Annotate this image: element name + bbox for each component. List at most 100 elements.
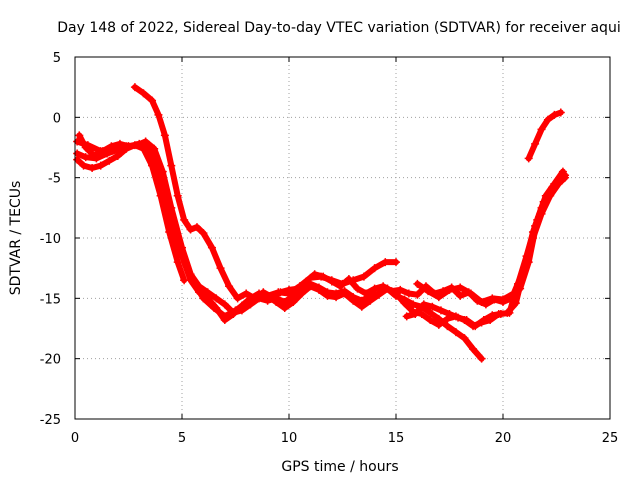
data-point [220, 300, 229, 309]
data-point [528, 234, 537, 242]
data-point [285, 289, 293, 298]
data-point [88, 164, 97, 173]
data-point [323, 291, 332, 300]
data-point [188, 276, 197, 285]
data-point [531, 139, 540, 148]
data-point [154, 110, 163, 119]
data-point [133, 141, 142, 150]
data-point [242, 299, 251, 308]
data-point [186, 225, 195, 234]
data-point [272, 297, 281, 306]
series-track-6 [402, 176, 565, 331]
data-point [216, 264, 225, 273]
data-point [295, 282, 304, 291]
data-point [274, 288, 283, 297]
data-point [160, 131, 169, 140]
data-point [413, 290, 422, 299]
data-point [426, 316, 435, 325]
data-point [349, 296, 358, 305]
data-point [98, 147, 107, 156]
series-track-2 [73, 139, 486, 363]
data-point [306, 273, 315, 282]
data-point [436, 306, 445, 315]
data-point [424, 287, 433, 296]
data-point [167, 161, 176, 170]
axis-ticks: 0 5 10 15 20 25 5 0 -5 -10 -15 -20 -25 [40, 51, 619, 446]
data-point [105, 156, 114, 165]
data-point [413, 279, 422, 288]
data-point [456, 291, 465, 300]
x-tick-label: 15 [388, 431, 405, 446]
data-point [180, 215, 189, 224]
data-point [509, 289, 518, 298]
data-point [178, 243, 186, 252]
data-point [207, 243, 216, 252]
chart-title: Day 148 of 2022, Sidereal Day-to-day VTE… [57, 20, 620, 36]
data-point [340, 289, 349, 298]
data-point [496, 310, 505, 319]
data-point [124, 142, 133, 151]
data-point [524, 154, 533, 163]
data-point [400, 299, 409, 308]
data-point [225, 282, 234, 291]
x-axis-label: GPS time / hours [281, 459, 398, 475]
data-point [411, 310, 420, 319]
data-point [488, 294, 497, 303]
data-point [477, 354, 486, 363]
data-point [554, 179, 563, 188]
data-point [409, 300, 418, 309]
data-point [537, 209, 546, 218]
data-point [370, 284, 379, 293]
data-point [263, 291, 272, 300]
data-point [165, 227, 174, 236]
data-point [210, 303, 219, 312]
data-point [332, 293, 341, 302]
data-point [392, 258, 400, 267]
data-point [460, 334, 469, 343]
data-point [173, 258, 182, 267]
data-point [556, 108, 565, 117]
data-point [469, 345, 478, 354]
data-point [443, 322, 452, 331]
data-point [488, 311, 497, 320]
data-point [327, 276, 336, 285]
data-point [280, 303, 289, 312]
x-tick-label: 20 [495, 431, 512, 446]
series-line [74, 140, 485, 362]
y-tick-label: 5 [53, 51, 61, 66]
series-track-8 [413, 171, 570, 306]
data-point [349, 276, 358, 285]
data-point [252, 294, 261, 303]
data-point [370, 264, 379, 273]
y-tick-label: -25 [40, 413, 61, 428]
data-point [314, 285, 323, 294]
x-tick-label: 25 [602, 431, 619, 446]
data-point [505, 308, 514, 317]
data-point [426, 308, 435, 317]
data-point [477, 297, 486, 306]
series-line [131, 84, 566, 308]
data-point [357, 302, 366, 311]
y-tick-label: -10 [40, 232, 61, 247]
data-point [96, 161, 105, 170]
data-point [445, 285, 454, 294]
data-point [199, 229, 208, 238]
y-tick-label: 0 [53, 111, 61, 126]
data-point [550, 110, 559, 119]
data-point [445, 310, 454, 319]
data-point [456, 283, 465, 292]
data-point [499, 295, 507, 304]
y-axis-label: SDTVAR / TECUs [8, 181, 24, 296]
data-point [167, 203, 176, 212]
data-point [150, 144, 159, 153]
series-line [414, 172, 569, 305]
series-line [76, 132, 399, 320]
data-point [434, 320, 443, 329]
data-point [466, 289, 475, 298]
data-point [81, 153, 90, 162]
data-point [317, 272, 326, 281]
data-point [139, 89, 148, 98]
data-point [231, 306, 240, 315]
series-track-4 [130, 83, 567, 309]
